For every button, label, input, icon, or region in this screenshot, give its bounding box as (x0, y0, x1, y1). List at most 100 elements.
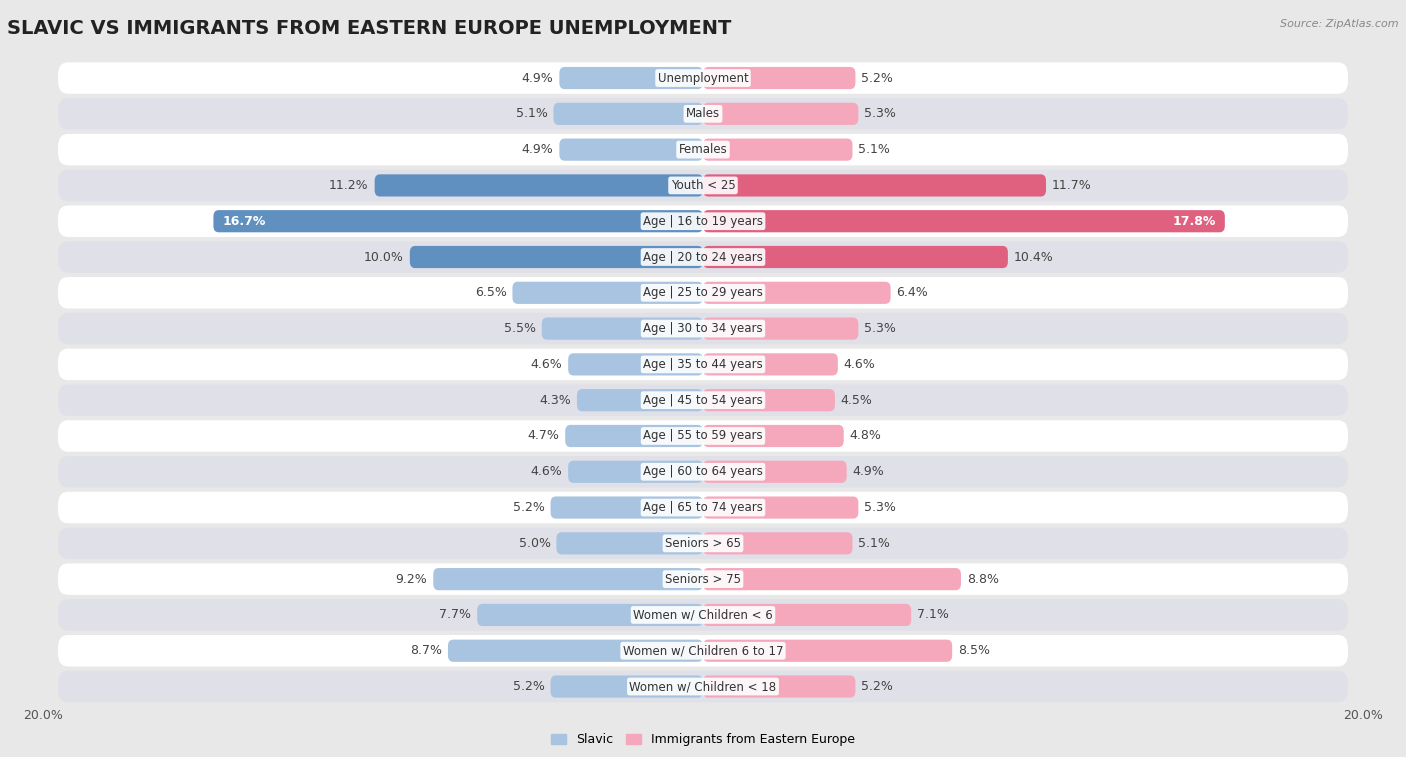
Text: 4.9%: 4.9% (522, 72, 554, 85)
Text: 7.7%: 7.7% (440, 609, 471, 621)
FancyBboxPatch shape (703, 210, 1225, 232)
Text: 5.5%: 5.5% (503, 322, 536, 335)
FancyBboxPatch shape (58, 385, 1348, 416)
FancyBboxPatch shape (703, 354, 838, 375)
FancyBboxPatch shape (565, 425, 703, 447)
Text: 4.9%: 4.9% (522, 143, 554, 156)
FancyBboxPatch shape (554, 103, 703, 125)
Text: 5.1%: 5.1% (859, 537, 890, 550)
Text: 4.6%: 4.6% (530, 358, 562, 371)
Text: 5.2%: 5.2% (862, 680, 893, 693)
FancyBboxPatch shape (58, 313, 1348, 344)
FancyBboxPatch shape (568, 354, 703, 375)
FancyBboxPatch shape (576, 389, 703, 411)
FancyBboxPatch shape (560, 139, 703, 160)
Text: 8.5%: 8.5% (957, 644, 990, 657)
FancyBboxPatch shape (58, 456, 1348, 488)
Text: 4.5%: 4.5% (841, 394, 873, 407)
FancyBboxPatch shape (703, 568, 960, 590)
FancyBboxPatch shape (703, 497, 859, 519)
FancyBboxPatch shape (58, 277, 1348, 309)
FancyBboxPatch shape (58, 170, 1348, 201)
FancyBboxPatch shape (58, 600, 1348, 631)
Text: 5.3%: 5.3% (865, 501, 896, 514)
FancyBboxPatch shape (551, 675, 703, 698)
Text: Unemployment: Unemployment (658, 72, 748, 85)
FancyBboxPatch shape (703, 640, 952, 662)
Text: Source: ZipAtlas.com: Source: ZipAtlas.com (1281, 19, 1399, 29)
Text: 20.0%: 20.0% (1343, 709, 1382, 721)
Text: Seniors > 65: Seniors > 65 (665, 537, 741, 550)
FancyBboxPatch shape (58, 241, 1348, 273)
Text: 8.8%: 8.8% (967, 572, 998, 586)
FancyBboxPatch shape (58, 528, 1348, 559)
Text: 11.2%: 11.2% (329, 179, 368, 192)
FancyBboxPatch shape (58, 134, 1348, 165)
FancyBboxPatch shape (703, 675, 855, 698)
Text: 9.2%: 9.2% (395, 572, 427, 586)
Text: 4.6%: 4.6% (844, 358, 876, 371)
FancyBboxPatch shape (58, 420, 1348, 452)
Text: Women w/ Children 6 to 17: Women w/ Children 6 to 17 (623, 644, 783, 657)
Text: 5.2%: 5.2% (862, 72, 893, 85)
Text: 4.7%: 4.7% (527, 429, 560, 443)
Text: Seniors > 75: Seniors > 75 (665, 572, 741, 586)
Text: 4.6%: 4.6% (530, 466, 562, 478)
FancyBboxPatch shape (568, 461, 703, 483)
Text: 7.1%: 7.1% (917, 609, 949, 621)
Text: Youth < 25: Youth < 25 (671, 179, 735, 192)
Text: 10.0%: 10.0% (364, 251, 404, 263)
Text: 4.3%: 4.3% (540, 394, 571, 407)
Text: 5.1%: 5.1% (859, 143, 890, 156)
FancyBboxPatch shape (703, 282, 890, 304)
FancyBboxPatch shape (703, 317, 859, 340)
FancyBboxPatch shape (557, 532, 703, 554)
Text: Males: Males (686, 107, 720, 120)
Text: Women w/ Children < 18: Women w/ Children < 18 (630, 680, 776, 693)
Text: 5.2%: 5.2% (513, 501, 544, 514)
Text: 20.0%: 20.0% (24, 709, 63, 721)
Text: Females: Females (679, 143, 727, 156)
Text: Age | 60 to 64 years: Age | 60 to 64 years (643, 466, 763, 478)
FancyBboxPatch shape (512, 282, 703, 304)
FancyBboxPatch shape (541, 317, 703, 340)
FancyBboxPatch shape (409, 246, 703, 268)
Text: 4.9%: 4.9% (852, 466, 884, 478)
FancyBboxPatch shape (58, 62, 1348, 94)
Text: 5.1%: 5.1% (516, 107, 547, 120)
FancyBboxPatch shape (58, 205, 1348, 237)
Text: 5.2%: 5.2% (513, 680, 544, 693)
Text: SLAVIC VS IMMIGRANTS FROM EASTERN EUROPE UNEMPLOYMENT: SLAVIC VS IMMIGRANTS FROM EASTERN EUROPE… (7, 19, 731, 38)
Text: Women w/ Children < 6: Women w/ Children < 6 (633, 609, 773, 621)
FancyBboxPatch shape (703, 425, 844, 447)
FancyBboxPatch shape (703, 604, 911, 626)
Text: 10.4%: 10.4% (1014, 251, 1053, 263)
FancyBboxPatch shape (58, 563, 1348, 595)
Text: Age | 35 to 44 years: Age | 35 to 44 years (643, 358, 763, 371)
FancyBboxPatch shape (703, 67, 855, 89)
Text: 4.8%: 4.8% (849, 429, 882, 443)
Text: 11.7%: 11.7% (1052, 179, 1091, 192)
FancyBboxPatch shape (214, 210, 703, 232)
FancyBboxPatch shape (477, 604, 703, 626)
FancyBboxPatch shape (703, 103, 859, 125)
Text: Age | 30 to 34 years: Age | 30 to 34 years (643, 322, 763, 335)
Text: 16.7%: 16.7% (222, 215, 266, 228)
Text: 6.5%: 6.5% (475, 286, 506, 299)
Text: Age | 65 to 74 years: Age | 65 to 74 years (643, 501, 763, 514)
FancyBboxPatch shape (551, 497, 703, 519)
FancyBboxPatch shape (433, 568, 703, 590)
Text: Age | 25 to 29 years: Age | 25 to 29 years (643, 286, 763, 299)
Text: 8.7%: 8.7% (411, 644, 441, 657)
Text: Age | 20 to 24 years: Age | 20 to 24 years (643, 251, 763, 263)
FancyBboxPatch shape (58, 492, 1348, 523)
FancyBboxPatch shape (703, 461, 846, 483)
FancyBboxPatch shape (58, 671, 1348, 702)
Text: Age | 55 to 59 years: Age | 55 to 59 years (643, 429, 763, 443)
FancyBboxPatch shape (449, 640, 703, 662)
FancyBboxPatch shape (703, 139, 852, 160)
FancyBboxPatch shape (58, 635, 1348, 666)
Text: 6.4%: 6.4% (897, 286, 928, 299)
FancyBboxPatch shape (703, 532, 852, 554)
FancyBboxPatch shape (58, 349, 1348, 380)
